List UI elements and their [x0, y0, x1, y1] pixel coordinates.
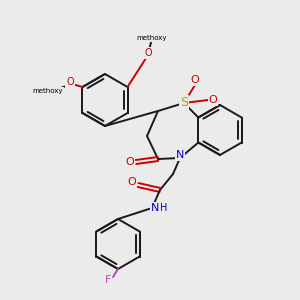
Text: O: O: [128, 177, 136, 187]
Text: methoxy: methoxy: [33, 88, 63, 94]
Text: H: H: [160, 203, 168, 213]
Text: methoxy: methoxy: [137, 35, 167, 41]
Text: O: O: [66, 77, 74, 87]
Text: F: F: [105, 275, 111, 285]
Text: O: O: [208, 95, 217, 105]
Text: O: O: [144, 48, 152, 58]
Text: O: O: [126, 157, 134, 167]
Text: N: N: [176, 150, 184, 160]
Text: O: O: [190, 75, 200, 85]
Text: S: S: [180, 97, 188, 110]
Text: N: N: [151, 203, 159, 213]
